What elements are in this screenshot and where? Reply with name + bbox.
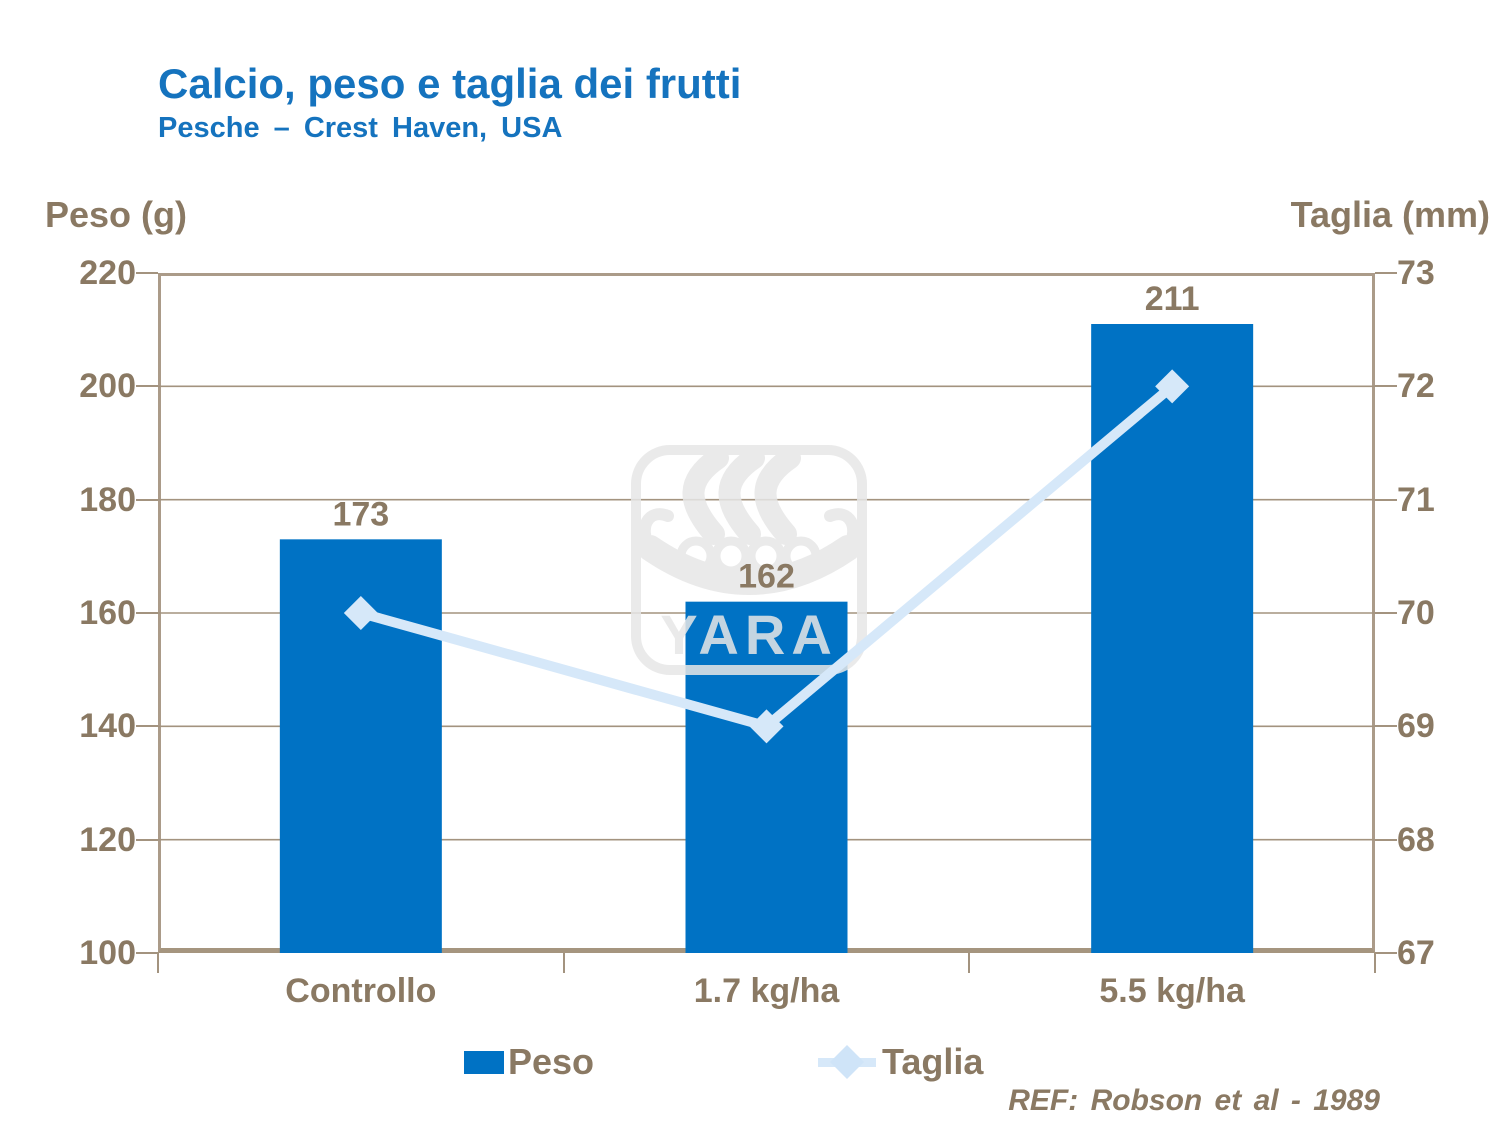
right-tick-mark: [1375, 952, 1397, 954]
bar-5.5 kg/ha: [1091, 324, 1254, 953]
bar-value-label: 173: [332, 495, 389, 533]
taglia-legend-label: Taglia: [882, 1041, 984, 1082]
bar-value-label: 162: [738, 558, 795, 596]
right-tick-mark: [1375, 385, 1397, 388]
left-axis-tick-140: 140: [79, 707, 136, 746]
right-tick-mark: [1375, 725, 1397, 728]
right-axis-title: Taglia (mm): [1290, 194, 1490, 235]
right-axis-tick-71: 71: [1397, 480, 1435, 519]
bottom-tick-mark: [1374, 953, 1376, 973]
taglia-marker-1.7 kg/ha: [749, 709, 784, 744]
left-tick-mark: [136, 725, 158, 728]
right-tick-mark: [1375, 838, 1397, 841]
left-tick-mark: [136, 838, 158, 841]
right-tick-mark: [1375, 612, 1397, 614]
left-tick-mark: [136, 612, 158, 614]
right-axis-tick-68: 68: [1397, 820, 1435, 859]
left-axis-tick-220: 220: [79, 254, 136, 292]
chart-subtitle: Pesche – Crest Haven, USA: [158, 112, 563, 144]
category-label-Controllo: Controllo: [285, 972, 437, 1010]
plot-area: YARA 173 162 211: [158, 273, 1375, 953]
right-tick-mark: [1375, 498, 1397, 501]
bottom-tick-mark: [157, 953, 159, 973]
legend-item-taglia: Taglia: [818, 1040, 983, 1084]
right-axis-tick-67: 67: [1397, 934, 1435, 972]
right-axis-tick-72: 72: [1397, 367, 1435, 406]
peso-legend-label: Peso: [508, 1041, 595, 1082]
category-label-1.7 kg/ha: 1.7 kg/ha: [693, 972, 840, 1010]
left-tick-mark: [136, 952, 158, 954]
right-axis-tick-73: 73: [1397, 254, 1435, 292]
left-tick-mark: [136, 272, 158, 274]
taglia-legend-diamond-icon: [830, 1044, 864, 1079]
reference-citation: REF: Robson et al - 1989: [1008, 1084, 1380, 1117]
left-axis-tick-200: 200: [79, 367, 136, 406]
legend-item-peso: Peso: [464, 1040, 594, 1084]
right-axis-tick-69: 69: [1397, 707, 1435, 746]
chart-title: Calcio, peso e taglia dei frutti: [158, 60, 742, 107]
taglia-marker-Controllo: [343, 596, 378, 630]
left-axis-tick-120: 120: [79, 820, 136, 859]
left-axis-tick-160: 160: [79, 594, 136, 632]
viking-ship-icon: [637, 447, 861, 595]
category-label-5.5 kg/ha: 5.5 kg/ha: [1099, 972, 1245, 1010]
left-axis-tick-180: 180: [79, 480, 136, 519]
bottom-tick-mark: [968, 953, 971, 973]
chart-plot-svg: YARA 173 162 211: [158, 280, 1375, 953]
bar-1.7 kg/ha: [685, 601, 848, 953]
line-series-taglia: [343, 369, 1190, 744]
watermark-text: YARA: [660, 603, 838, 666]
taglia-marker-5.5 kg/ha: [1155, 369, 1190, 404]
right-axis-tick-70: 70: [1397, 594, 1435, 632]
taglia-legend-line-icon: [818, 1044, 876, 1079]
bar-value-labels: 173 162 211: [332, 280, 1199, 596]
peso-legend-swatch: [464, 1050, 504, 1074]
yara-watermark-logo: YARA: [631, 445, 867, 675]
left-tick-mark: [136, 385, 158, 388]
bottom-tick-mark: [562, 953, 565, 973]
left-axis-title: Peso (g): [45, 194, 188, 235]
left-tick-mark: [136, 498, 158, 501]
bar-value-label: 211: [1145, 280, 1200, 318]
left-axis-tick-100: 100: [79, 934, 136, 972]
right-tick-mark: [1375, 272, 1397, 274]
